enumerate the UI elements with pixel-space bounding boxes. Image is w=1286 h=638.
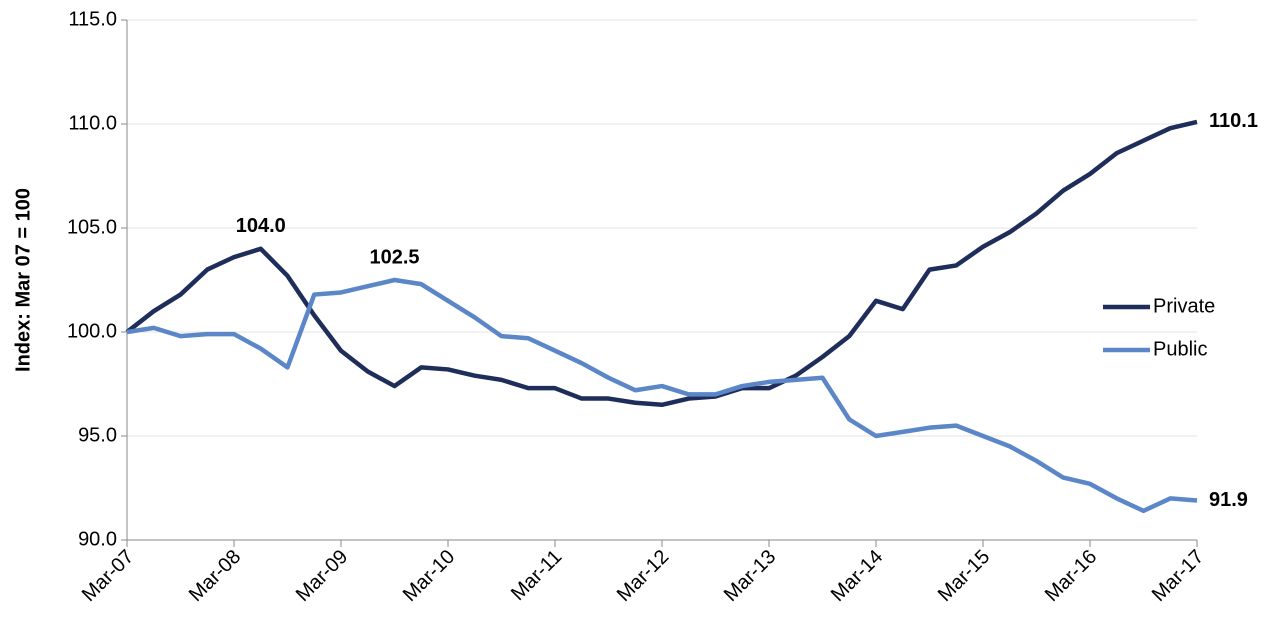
data-label: 102.5 [369, 246, 419, 268]
y-axis-title: Index: Mar 07 = 100 [12, 188, 34, 372]
y-tick-label: 105.0 [67, 216, 117, 238]
legend-label: Public [1153, 338, 1207, 360]
y-tick-label: 110.0 [68, 112, 117, 134]
x-tick-label: Mar-14 [827, 546, 887, 606]
x-tick-label: Mar-15 [934, 546, 994, 606]
line-series [125, 119, 1198, 408]
line-series [126, 277, 1198, 514]
x-tick-label: Mar-11 [507, 546, 566, 605]
x-tick-label: Mar-13 [720, 546, 780, 606]
legend-label: Private [1153, 295, 1215, 317]
x-tick-label: Mar-17 [1148, 546, 1208, 606]
y-tick-label: 115.0 [68, 8, 117, 30]
y-tick-label: 100.0 [67, 320, 117, 342]
x-tick-label: Mar-07 [78, 546, 138, 606]
y-tick-label: 90.0 [78, 528, 117, 550]
x-tick-label: Mar-08 [185, 546, 245, 606]
data-label: 104.0 [236, 215, 286, 237]
y-tick-label: 95.0 [78, 424, 117, 446]
data-label: 91.9 [1209, 489, 1248, 511]
data-label: 110.1 [1209, 110, 1258, 132]
x-tick-label: Mar-10 [399, 546, 459, 606]
x-tick-label: Mar-12 [613, 546, 673, 606]
x-tick-label: Mar-09 [292, 546, 352, 606]
x-tick-label: Mar-16 [1041, 546, 1101, 606]
